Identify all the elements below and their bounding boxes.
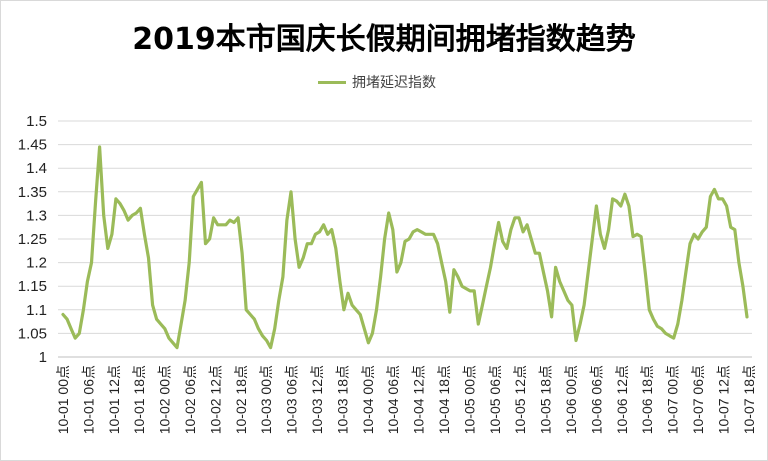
x-tick-label: 10-01 18点 bbox=[131, 365, 147, 434]
x-tick-label: 10-05 18点 bbox=[538, 365, 554, 434]
y-tick-label: 1.2 bbox=[26, 255, 47, 272]
y-tick-label: 1.05 bbox=[18, 325, 47, 342]
x-tick-label: 10-02 00点 bbox=[157, 365, 173, 434]
y-tick-label: 1.25 bbox=[18, 231, 47, 248]
y-tick-label: 1 bbox=[39, 349, 47, 366]
y-axis: 1 1.05 1.1 1.15 1.2 1.25 1.3 1.35 1.4 1.45 1.5 bbox=[18, 113, 47, 366]
x-tick-label: 10-03 06点 bbox=[284, 365, 300, 434]
y-tick-label: 1.15 bbox=[18, 278, 47, 295]
x-tick-label: 10-06 18点 bbox=[639, 365, 655, 434]
x-tick-label: 10-04 06点 bbox=[385, 365, 401, 434]
x-tick-label: 10-01 12点 bbox=[106, 365, 122, 434]
y-tick-label: 1.1 bbox=[26, 302, 47, 319]
y-tick-label: 1.35 bbox=[18, 184, 47, 201]
y-tick-label: 1.45 bbox=[18, 137, 47, 154]
x-axis: 10-01 00点 10-01 06点 10-01 12点 10-01 18点 10-0… bbox=[55, 356, 757, 434]
x-tick-label: 10-07 18点 bbox=[741, 365, 757, 434]
legend-label: 拥堵延迟指数 bbox=[352, 75, 436, 91]
x-tick-label: 10-05 12点 bbox=[512, 365, 528, 434]
chart-title: 2019本市国庆长假期间拥堵指数趋势 bbox=[132, 22, 636, 57]
gridlines bbox=[58, 120, 752, 358]
x-tick-label: 10-03 18点 bbox=[334, 365, 350, 434]
x-tick-label: 10-06 00点 bbox=[563, 365, 579, 434]
x-tick-label: 10-02 18点 bbox=[233, 365, 249, 434]
x-tick-label: 10-07 00点 bbox=[665, 365, 681, 434]
y-tick-label: 1.3 bbox=[26, 207, 47, 224]
x-tick-label: 10-06 12点 bbox=[614, 365, 630, 434]
x-tick-label: 10-02 06点 bbox=[182, 365, 198, 434]
y-tick-label: 1.4 bbox=[26, 160, 47, 177]
x-tick-label: 10-01 00点 bbox=[55, 365, 71, 434]
x-tick-label: 10-05 00点 bbox=[461, 365, 477, 434]
x-tick-label: 10-02 12点 bbox=[207, 365, 223, 434]
x-tick-label: 10-03 12点 bbox=[309, 365, 325, 434]
legend-swatch bbox=[318, 80, 346, 84]
chart-legend: 拥堵延迟指数 bbox=[318, 72, 436, 92]
x-tick-label: 10-07 06点 bbox=[690, 365, 706, 434]
x-tick-label: 10-03 00点 bbox=[258, 365, 274, 434]
x-tick-label: 10-04 12点 bbox=[411, 365, 427, 434]
x-tick-label: 10-06 06点 bbox=[588, 365, 604, 434]
x-tick-label: 10-07 12点 bbox=[715, 365, 731, 434]
series-layer bbox=[61, 145, 749, 350]
x-tick-label: 10-01 06点 bbox=[80, 365, 96, 434]
y-tick-label: 1.5 bbox=[26, 113, 47, 130]
x-tick-label: 10-05 06点 bbox=[487, 365, 503, 434]
x-tick-label: 10-04 00点 bbox=[360, 365, 376, 434]
series-line bbox=[61, 145, 749, 350]
x-tick-label: 10-04 18点 bbox=[436, 365, 452, 434]
